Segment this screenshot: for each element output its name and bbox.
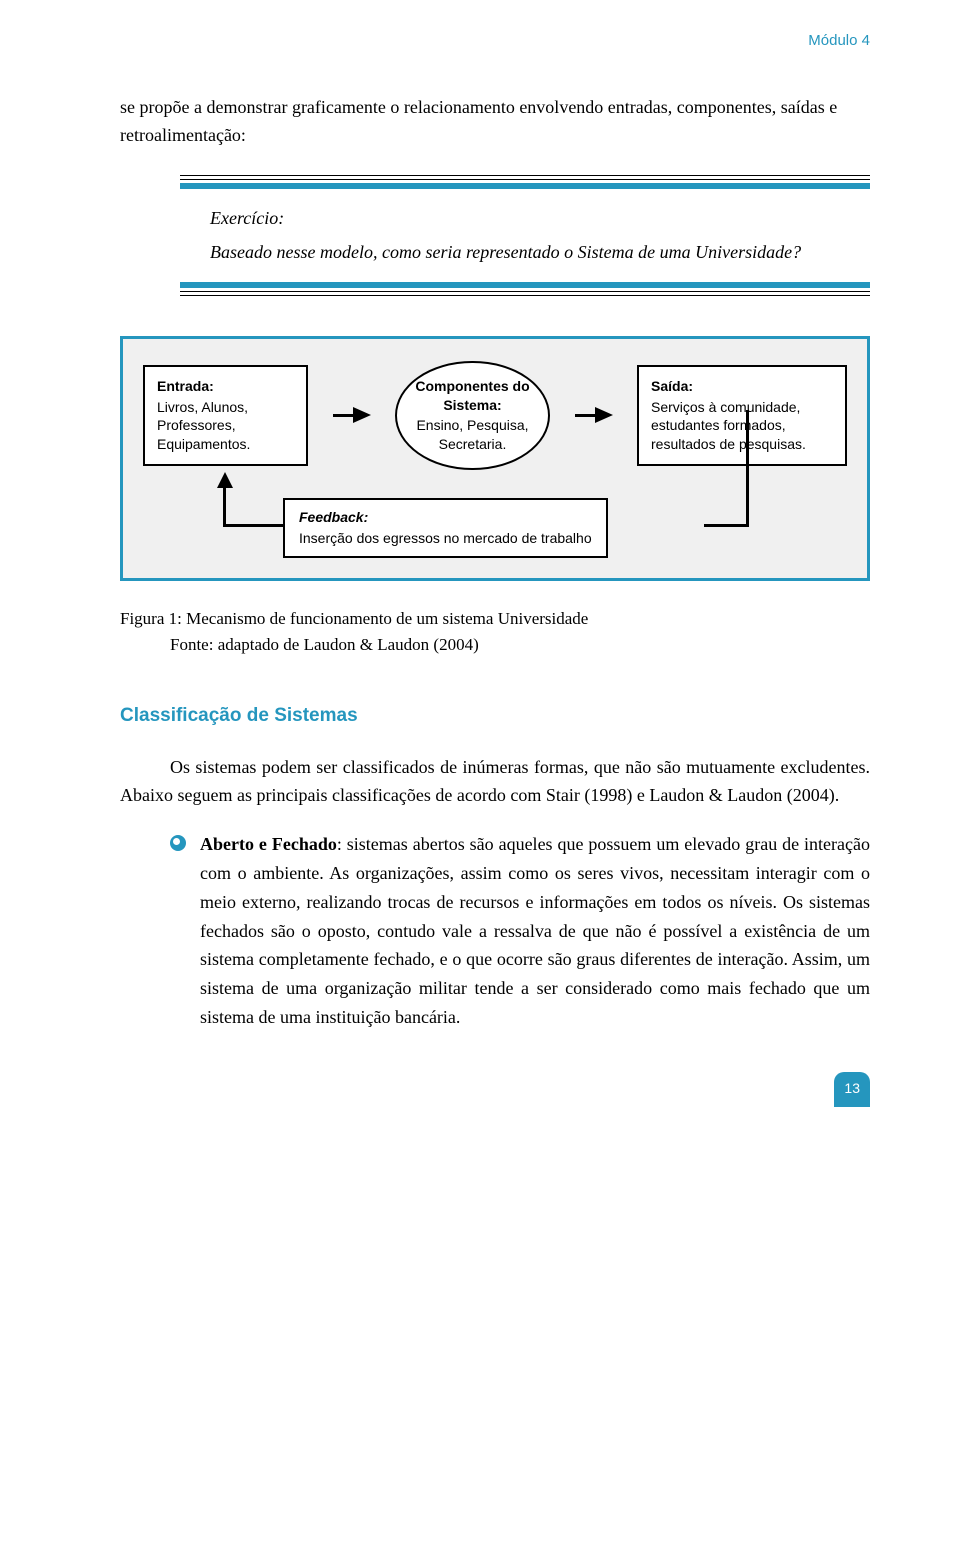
module-header: Módulo 4 — [120, 30, 870, 53]
diagram-componentes-box: Componentes do Sistema: Ensino, Pesquisa… — [395, 361, 550, 471]
diagram-feedback-box: Feedback: Inserção dos egressos no merca… — [283, 498, 608, 558]
intro-paragraph: se propõe a demonstrar graficamente o re… — [120, 93, 870, 151]
saida-body: Serviços à comunidade, estudantes formad… — [651, 399, 806, 453]
bullet-icon — [170, 835, 188, 853]
diagram-feedback-row: Feedback: Inserção dos egressos no merca… — [143, 498, 847, 558]
diagram-entrada-box: Entrada: Livros, Alunos, Professores, Eq… — [143, 365, 308, 467]
feedback-body: Inserção dos egressos no mercado de trab… — [299, 530, 592, 546]
section-heading: Classificação de Sistemas — [120, 702, 870, 731]
bullet-bold: Aberto e Fechado — [200, 834, 337, 854]
exercise-body: Baseado nesse modelo, como seria represe… — [210, 238, 840, 267]
divider-top-thick — [180, 183, 870, 189]
saida-title: Saída: — [651, 377, 833, 396]
arrow-right-icon — [575, 407, 613, 423]
page-number-wrap: 13 — [120, 1072, 870, 1107]
entrada-title: Entrada: — [157, 377, 294, 396]
exercise-block: Exercício: Baseado nesse modelo, como se… — [180, 175, 870, 296]
entrada-body: Livros, Alunos, Professores, Equipamento… — [157, 399, 250, 453]
exercise-title: Exercício: — [210, 204, 840, 233]
feedback-connector — [704, 524, 749, 527]
componentes-body: Ensino, Pesquisa, Secretaria. — [416, 417, 528, 452]
diagram-main-row: Entrada: Livros, Alunos, Professores, Eq… — [143, 361, 847, 471]
exercise-content: Exercício: Baseado nesse modelo, como se… — [180, 199, 870, 272]
divider-bottom-thin — [180, 291, 870, 296]
page-number: 13 — [834, 1072, 870, 1107]
section-paragraph: Os sistemas podem ser classificados de i… — [120, 753, 870, 811]
componentes-title: Componentes do Sistema: — [407, 377, 538, 415]
bullet-item: Aberto e Fechado: sistemas abertos são a… — [170, 830, 870, 1032]
caption-line2: Fonte: adaptado de Laudon & Laudon (2004… — [170, 632, 870, 658]
bullet-text: Aberto e Fechado: sistemas abertos são a… — [200, 830, 870, 1032]
arrow-right-icon — [333, 407, 371, 423]
feedback-title: Feedback: — [299, 508, 592, 527]
feedback-connector — [223, 524, 283, 527]
feedback-connector — [746, 410, 749, 526]
system-diagram: Entrada: Livros, Alunos, Professores, Eq… — [120, 336, 870, 581]
bullet-rest: : sistemas abertos são aqueles que possu… — [200, 834, 870, 1027]
diagram-saida-box: Saída: Serviços à comunidade, estudantes… — [637, 365, 847, 467]
divider-bottom-thick — [180, 282, 870, 288]
divider-top-thin — [180, 175, 870, 180]
caption-line1: Figura 1: Mecanismo de funcionamento de … — [120, 606, 870, 632]
feedback-connector — [223, 486, 226, 526]
figure-caption: Figura 1: Mecanismo de funcionamento de … — [120, 606, 870, 657]
